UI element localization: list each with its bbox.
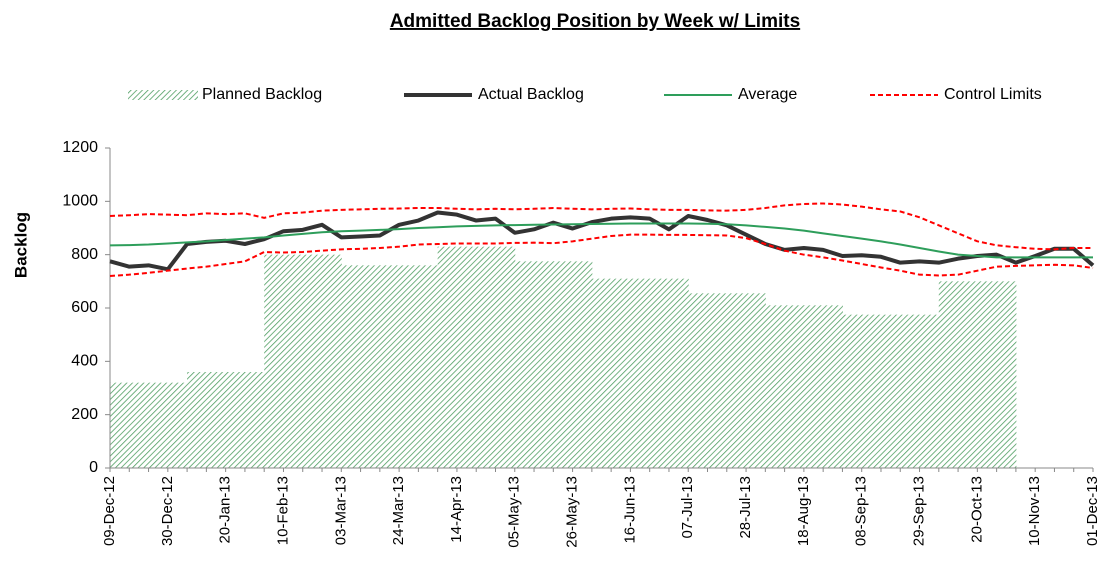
planned-bar (360, 265, 381, 468)
planned-bar (688, 293, 709, 468)
planned-bar (803, 305, 824, 468)
legend-label: Control Limits (944, 86, 1042, 103)
x-tick-label: 07-Jul-13 (679, 476, 696, 539)
chart-title: Admitted Backlog Position by Week w/ Lim… (390, 11, 800, 32)
planned-bar (110, 382, 130, 468)
x-tick-label: 14-Apr-13 (448, 476, 465, 543)
planned-bar (187, 372, 207, 468)
planned-bar (322, 254, 342, 468)
planned-bar (534, 261, 554, 468)
planned-bar (283, 254, 304, 468)
planned-bar (938, 281, 959, 468)
x-tick-label: 10-Nov-13 (1026, 476, 1043, 546)
planned-bar (341, 265, 362, 468)
y-tick-label: 0 (89, 459, 98, 476)
series-line (109, 202, 1093, 251)
y-tick-label: 1000 (62, 193, 98, 210)
legend-label: Average (738, 86, 797, 103)
planned-bar (167, 382, 188, 468)
legend-label: Actual Backlog (478, 86, 584, 103)
x-tick-label: 20-Jan-13 (217, 476, 234, 544)
planned-bar (726, 293, 747, 468)
series-line (109, 233, 1094, 277)
x-tick-label: 20-Oct-13 (968, 476, 985, 543)
planned-bar (630, 278, 651, 468)
planned-bar (746, 293, 766, 468)
planned-bar (996, 281, 1017, 468)
planned-bar (244, 372, 265, 468)
planned-bar (379, 265, 400, 468)
series-line (109, 222, 1093, 259)
planned-bar (495, 246, 516, 468)
planned-bar (264, 254, 284, 468)
planned-bar (707, 293, 728, 468)
planned-bar (765, 305, 786, 468)
series-line (109, 210, 1095, 272)
x-tick-label: 28-Jul-13 (737, 476, 754, 539)
x-tick-label: 01-Dec-13 (1084, 476, 1101, 546)
planned-bar (900, 314, 921, 468)
y-tick-label: 600 (71, 299, 98, 316)
planned-bar (148, 382, 169, 468)
x-tick-label: 09-Dec-12 (101, 476, 118, 546)
planned-bar (456, 246, 477, 468)
y-tick-label: 200 (71, 406, 98, 423)
planned-bar (418, 265, 439, 468)
x-tick-label: 29-Sep-13 (910, 476, 927, 546)
x-tick-label: 30-Dec-12 (159, 476, 176, 546)
planned-bar (611, 278, 631, 468)
planned-bar (206, 372, 227, 468)
planned-bar (784, 305, 805, 468)
y-tick-label: 400 (71, 353, 98, 370)
x-tick-label: 16-Jun-13 (621, 476, 638, 544)
planned-bar (958, 281, 978, 468)
x-tick-label: 10-Feb-13 (274, 476, 291, 545)
x-tick-label: 18-Aug-13 (795, 476, 812, 546)
planned-bar (977, 281, 998, 468)
y-tick-label: 800 (71, 246, 98, 263)
legend-swatch (128, 90, 198, 100)
planned-bar (437, 246, 458, 468)
planned-bar (514, 261, 535, 468)
planned-bar (572, 261, 593, 468)
y-axis-label: Backlog (11, 212, 30, 278)
planned-bar (668, 278, 689, 468)
planned-bar (842, 314, 863, 468)
y-tick-label: 1200 (62, 139, 98, 156)
planned-bar (649, 278, 670, 468)
x-tick-label: 26-May-13 (564, 476, 581, 548)
planned-bar (399, 265, 419, 468)
x-tick-label: 05-May-13 (506, 476, 523, 548)
x-tick-label: 08-Sep-13 (853, 476, 870, 546)
planned-bar (861, 314, 882, 468)
x-tick-label: 24-Mar-13 (390, 476, 407, 545)
planned-bar (302, 254, 323, 468)
x-tick-label: 03-Mar-13 (332, 476, 349, 545)
planned-bar (553, 261, 574, 468)
planned-bar (880, 314, 901, 468)
legend-label: Planned Backlog (202, 86, 322, 103)
planned-bar (919, 314, 940, 468)
planned-bar (476, 246, 496, 468)
planned-bar (225, 372, 246, 468)
planned-bar (823, 305, 843, 468)
planned-bar (129, 382, 150, 468)
planned-bar (591, 278, 612, 468)
